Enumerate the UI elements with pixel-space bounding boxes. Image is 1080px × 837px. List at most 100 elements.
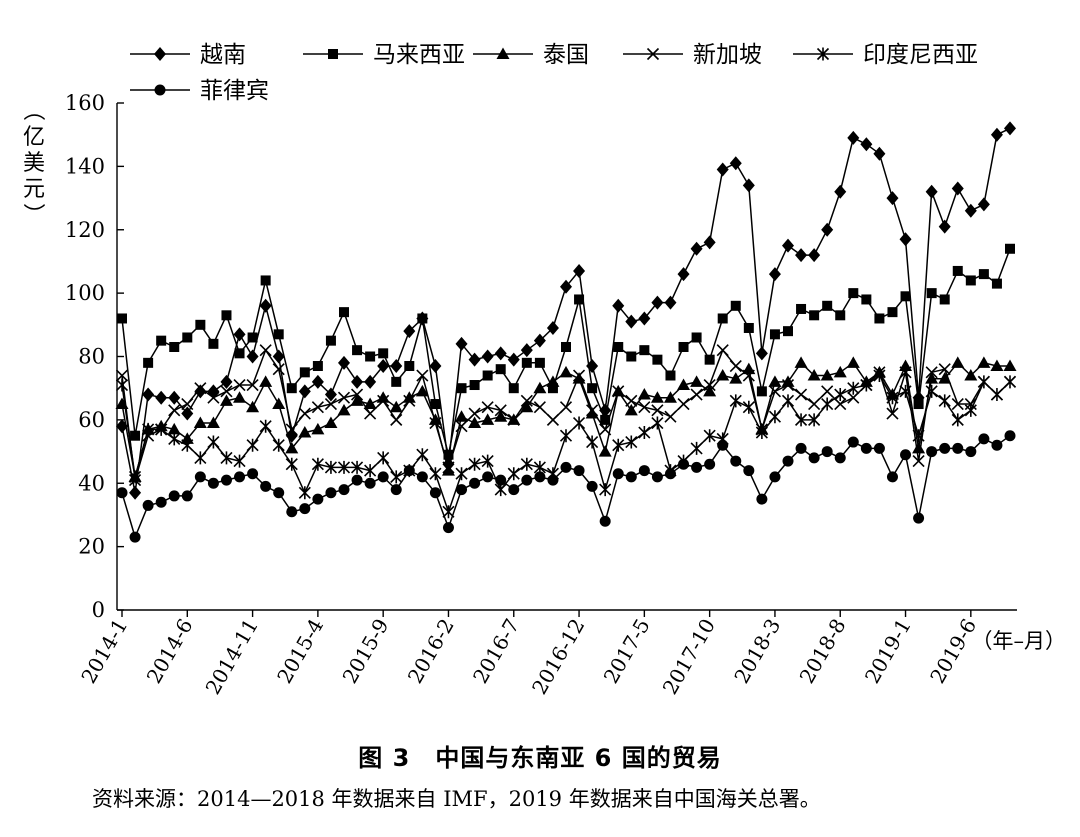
data-point xyxy=(391,376,402,387)
data-point xyxy=(847,436,859,448)
data-point xyxy=(886,471,898,483)
data-point xyxy=(220,474,232,486)
data-point xyxy=(325,335,336,346)
data-point xyxy=(482,370,493,381)
data-point xyxy=(259,298,272,313)
data-point xyxy=(116,487,128,499)
legend-marker xyxy=(328,49,338,59)
data-point xyxy=(169,341,180,352)
data-point xyxy=(716,162,729,177)
series-layer xyxy=(115,121,1017,543)
data-point xyxy=(664,468,676,480)
data-point xyxy=(612,438,625,452)
data-point xyxy=(1003,375,1017,389)
data-point xyxy=(820,369,834,381)
data-point xyxy=(795,442,807,454)
data-point xyxy=(311,401,324,414)
data-point xyxy=(990,388,1004,402)
data-point xyxy=(1003,359,1017,372)
data-point xyxy=(156,335,167,346)
x-tick-label: 2014-11 xyxy=(201,615,263,699)
data-point xyxy=(481,454,494,468)
data-point xyxy=(259,344,272,357)
data-point xyxy=(651,471,663,483)
data-point xyxy=(926,446,938,458)
data-point xyxy=(298,486,311,500)
data-point xyxy=(572,416,586,430)
data-point xyxy=(938,394,951,408)
data-point xyxy=(913,512,925,524)
x-tick-label: 2015-4 xyxy=(272,615,328,688)
data-point xyxy=(638,401,651,414)
data-point xyxy=(808,452,820,464)
data-point xyxy=(561,341,571,352)
data-point xyxy=(247,468,259,480)
legend-item: 马来西亚 xyxy=(303,42,465,68)
data-point xyxy=(298,384,311,399)
data-point xyxy=(756,493,768,505)
data-point xyxy=(115,369,129,382)
data-point xyxy=(781,375,795,387)
data-point xyxy=(350,394,364,406)
data-point xyxy=(155,496,167,508)
legend-label: 菲律宾 xyxy=(200,78,269,104)
data-point xyxy=(534,357,545,368)
data-point xyxy=(939,294,950,305)
data-point xyxy=(469,380,480,391)
data-point xyxy=(221,310,232,321)
data-point xyxy=(664,410,677,423)
data-point xyxy=(990,359,1004,372)
data-point xyxy=(755,346,768,361)
data-point xyxy=(717,313,728,324)
y-tick-label: 60 xyxy=(78,408,105,432)
data-point xyxy=(246,438,259,452)
data-point xyxy=(273,487,285,499)
data-point xyxy=(977,356,991,368)
data-point xyxy=(350,460,364,474)
data-point xyxy=(260,480,272,492)
data-point xyxy=(468,407,481,420)
data-point xyxy=(704,458,716,470)
data-point xyxy=(533,401,546,414)
data-point xyxy=(847,391,860,404)
data-point xyxy=(181,490,193,502)
x-tick-label: 2018-3 xyxy=(729,615,785,688)
data-point xyxy=(494,410,508,422)
legend-marker xyxy=(154,84,166,96)
data-point xyxy=(938,363,951,376)
data-point xyxy=(807,369,821,381)
data-point xyxy=(481,413,495,425)
data-point xyxy=(521,474,533,486)
data-point xyxy=(429,487,441,499)
data-point xyxy=(560,461,572,473)
data-point xyxy=(363,397,377,410)
data-point xyxy=(142,387,155,402)
data-point xyxy=(587,383,598,394)
data-point xyxy=(769,471,781,483)
data-point xyxy=(324,387,337,402)
y-tick-label: 20 xyxy=(78,535,105,559)
data-point xyxy=(482,471,494,483)
data-point xyxy=(716,369,730,381)
data-point xyxy=(430,399,441,410)
data-point xyxy=(821,222,834,237)
data-point xyxy=(195,319,206,330)
data-point xyxy=(194,471,206,483)
x-tick-label: 2014-1 xyxy=(76,615,132,688)
data-point xyxy=(795,248,808,263)
data-point xyxy=(624,403,638,416)
data-point xyxy=(324,416,338,429)
data-point xyxy=(207,391,220,404)
data-point xyxy=(651,404,664,417)
data-point xyxy=(508,484,520,496)
data-point xyxy=(873,442,885,454)
x-axis-label: （年–月） xyxy=(972,629,1067,653)
data-point xyxy=(390,484,402,496)
data-point xyxy=(586,404,599,417)
data-point xyxy=(613,341,624,352)
data-point xyxy=(312,361,323,372)
data-point xyxy=(219,394,233,406)
data-point xyxy=(416,448,429,462)
x-tick-label: 2017-10 xyxy=(658,615,720,699)
data-point xyxy=(129,485,142,500)
